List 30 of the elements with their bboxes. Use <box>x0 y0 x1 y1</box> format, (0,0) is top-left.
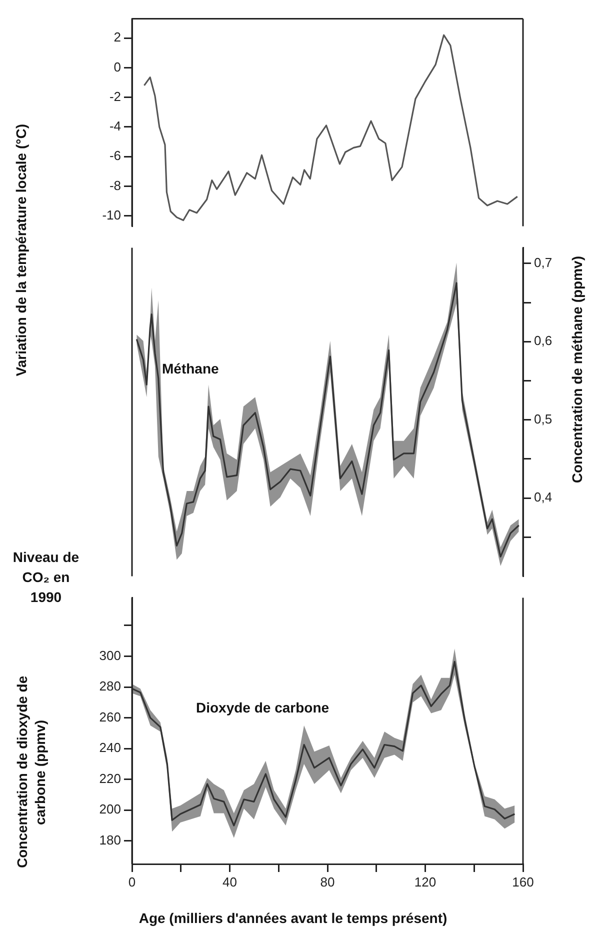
y-tick-label: -10 <box>102 207 121 222</box>
x-tick-label: 40 <box>222 874 237 890</box>
series-label: Méthane <box>162 360 219 377</box>
y-tick-label: -2 <box>109 88 121 104</box>
x-tick-label: 160 <box>512 874 534 890</box>
x-tick-label: 80 <box>320 874 335 890</box>
y-tick-label: 260 <box>99 709 121 724</box>
y-tick-label: 240 <box>99 740 121 756</box>
y2-tick-label: 0,4 <box>534 490 552 505</box>
text: Dioxyde de carbone <box>196 700 330 716</box>
y-tick-label: 220 <box>99 770 121 786</box>
y-tick-label: 2 <box>114 30 121 45</box>
y-tick-label: 200 <box>99 802 121 817</box>
y-axis-title: Variation de la température locale (°C) <box>12 124 30 376</box>
x-axis-title: Age (milliers d'années avant le temps présent) <box>138 910 448 926</box>
y2-tick-label: 0,7 <box>534 255 552 270</box>
y2-tick-label: 0,5 <box>534 411 552 426</box>
x-tick-label: 0 <box>128 874 136 890</box>
y-tick-label: 0 <box>114 59 121 74</box>
y-tick-label: -6 <box>109 148 121 164</box>
y-tick-label: 180 <box>99 832 121 848</box>
y-tick-label: 280 <box>99 678 121 694</box>
y2-axis-title: Concentration de méthane (ppmv) <box>568 256 586 484</box>
y-tick-label: -8 <box>109 178 121 193</box>
y2-tick-label: 0,6 <box>534 333 552 348</box>
y-tick-label: -4 <box>109 118 121 134</box>
y-tick-label: 300 <box>99 648 121 663</box>
x-tick-label: 120 <box>414 874 436 890</box>
y-axis-title: Concentration de dioxyde de carbone (ppmv) <box>13 674 49 870</box>
text: Niveau de CO₂ en 1990 <box>12 548 80 607</box>
